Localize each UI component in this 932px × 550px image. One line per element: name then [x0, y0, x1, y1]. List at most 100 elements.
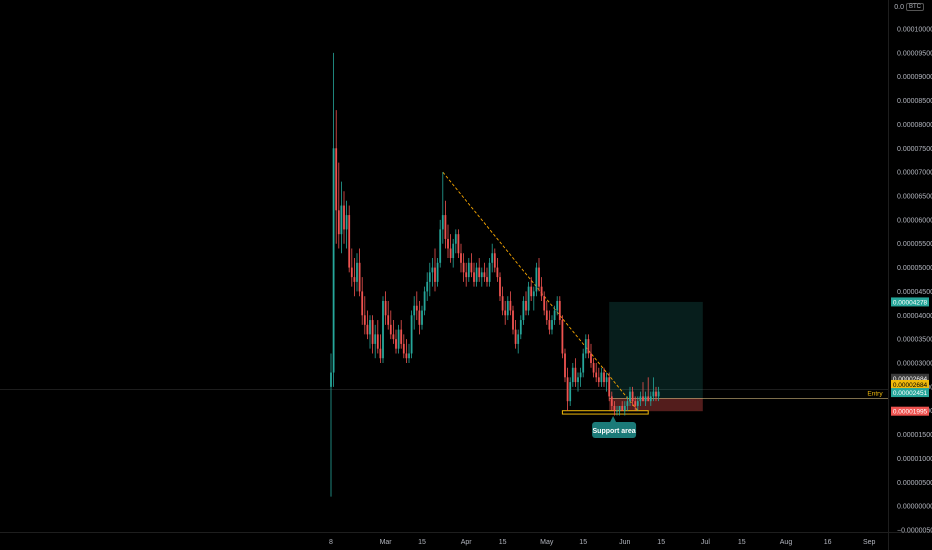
price-label-bg-1: [891, 373, 929, 383]
y-tick-label-4: 0.00008000: [897, 122, 932, 129]
support-area-label: Support area: [593, 428, 636, 435]
candle-body-64: [496, 267, 499, 278]
candle-body-39: [431, 267, 434, 273]
trendline: [442, 171, 639, 411]
candle-body-52: [465, 272, 468, 278]
candle-body-10: [356, 262, 358, 282]
price-label-4: 0.00001995: [893, 409, 928, 416]
candle-body-90: [564, 353, 566, 378]
candle-body-104: [600, 372, 603, 383]
candle-body-59: [483, 272, 486, 278]
support-area-box: [561, 410, 649, 415]
candle-body-82: [543, 296, 546, 311]
candle-body-0: [330, 372, 332, 387]
price-label-bg-3: [891, 388, 929, 398]
candle-body-49: [457, 234, 460, 254]
candle-body-72: [517, 334, 520, 344]
candle-body-106: [605, 377, 608, 383]
candle-body-117: [634, 401, 637, 406]
candle-body-51: [462, 262, 465, 273]
target-zone: [609, 301, 703, 399]
y-tick-label-11: 0.00004500: [897, 289, 932, 296]
candle-body-32: [413, 305, 416, 316]
candle-body-66: [501, 296, 504, 311]
candle-body-81: [540, 286, 543, 297]
candle-body-89: [561, 320, 564, 354]
currency-badge[interactable]: BTC: [906, 3, 924, 11]
candle-body-31: [410, 315, 413, 354]
candle-body-21: [384, 300, 387, 316]
price-prefix: 0.0: [894, 3, 904, 11]
candle-body-29: [405, 353, 408, 359]
candle-body-103: [597, 377, 600, 383]
candle-body-78: [532, 291, 535, 297]
candle-body-24: [392, 334, 395, 340]
candle-body-69: [509, 300, 512, 311]
candle-body-20: [382, 300, 384, 359]
support-callout-pointer: [610, 416, 617, 422]
candle-body-126: [657, 391, 660, 397]
candle-body-74: [522, 300, 525, 321]
candle-body-118: [636, 401, 639, 406]
candle-body-30: [408, 353, 410, 359]
candle-body-84: [548, 320, 551, 330]
candle-body-5: [343, 205, 345, 230]
price-scale-header[interactable]: 0.0 BTC: [894, 3, 924, 11]
candle-body-71: [514, 329, 517, 344]
candle-body-93: [571, 367, 574, 383]
candle-body-122: [647, 396, 650, 402]
y-tick-label-3: 0.00008500: [897, 98, 932, 105]
candle-body-36: [423, 291, 426, 311]
candle-body-116: [631, 391, 634, 402]
candle-body-86: [553, 310, 556, 321]
candle-body-124: [652, 391, 655, 397]
candle-body-63: [493, 253, 496, 268]
candle-body-37: [426, 281, 429, 292]
x-tick-label-11: Aug: [780, 539, 793, 546]
candle-body-6: [345, 215, 348, 230]
candle-body-96: [579, 372, 582, 378]
candle-body-112: [621, 405, 624, 411]
x-tick-label-5: May: [540, 539, 554, 546]
candle-body-33: [415, 305, 418, 311]
candle-body-53: [467, 262, 470, 278]
candle-body-8: [350, 267, 353, 278]
candle-body-62: [491, 253, 494, 263]
x-tick-label-9: Jul: [701, 539, 710, 546]
x-tick-label-0: 8: [329, 539, 333, 546]
y-tick-label-5: 0.00007500: [897, 146, 932, 153]
candle-body-91: [566, 377, 569, 402]
y-tick-label-2: 0.00009000: [897, 74, 932, 81]
candle-body-123: [649, 396, 652, 402]
support-callout-bg: [592, 422, 637, 438]
candle-body-113: [623, 405, 626, 411]
candle-body-115: [629, 391, 631, 402]
price-label-0: 0.00004278: [893, 299, 928, 306]
candle-body-16: [371, 320, 374, 344]
candle-body-111: [618, 405, 621, 411]
candle-body-88: [558, 300, 561, 321]
candle-body-87: [556, 300, 559, 311]
y-tick-label-0: 0.00010000: [897, 27, 932, 34]
candle-body-17: [374, 334, 377, 344]
x-tick-label-12: 16: [824, 539, 832, 546]
candle-body-55: [473, 272, 475, 282]
candle-body-92: [569, 382, 572, 402]
y-tick-label-9: 0.00005500: [897, 241, 932, 248]
candle-body-2: [335, 148, 338, 211]
candle-body-22: [387, 315, 390, 325]
candle-body-47: [452, 243, 455, 259]
y-tick-label-12: 0.00004000: [897, 313, 932, 320]
y-tick-label-8: 0.00006000: [897, 217, 932, 224]
candle-body-114: [626, 401, 629, 406]
candle-body-67: [504, 310, 507, 316]
candle-body-110: [616, 410, 618, 412]
candle-body-50: [460, 253, 462, 263]
y-tick-label-13: 0.00003500: [897, 337, 932, 344]
candle-body-119: [639, 396, 642, 402]
price-label-bg-4: [891, 406, 929, 416]
candle-body-95: [577, 377, 579, 383]
candle-body-60: [486, 277, 488, 282]
candle-body-41: [436, 262, 439, 282]
